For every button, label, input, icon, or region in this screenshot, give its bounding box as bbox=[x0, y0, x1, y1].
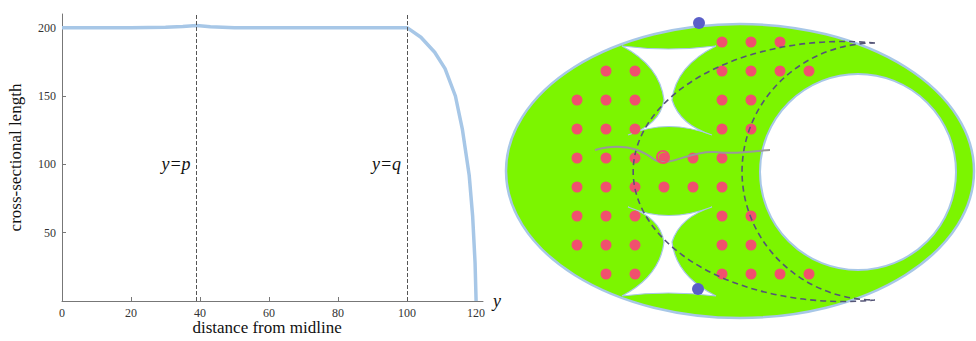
svg-text:cross-sectional length: cross-sectional length bbox=[6, 83, 25, 231]
svg-text:40: 40 bbox=[194, 306, 206, 320]
svg-text:60: 60 bbox=[263, 306, 275, 320]
svg-text:100: 100 bbox=[38, 157, 56, 171]
svg-text:y: y bbox=[491, 291, 501, 311]
svg-text:20: 20 bbox=[125, 306, 137, 320]
svg-text:0: 0 bbox=[59, 306, 65, 320]
svg-text:120: 120 bbox=[467, 306, 485, 320]
svg-text:y=p: y=p bbox=[159, 154, 190, 174]
svg-text:100: 100 bbox=[398, 306, 416, 320]
svg-text:y=q: y=q bbox=[370, 154, 401, 174]
svg-text:200: 200 bbox=[38, 21, 56, 35]
svg-text:distance from midline: distance from midline bbox=[193, 318, 342, 337]
svg-text:80: 80 bbox=[332, 306, 344, 320]
svg-text:150: 150 bbox=[38, 89, 56, 103]
svg-text:50: 50 bbox=[44, 226, 56, 240]
